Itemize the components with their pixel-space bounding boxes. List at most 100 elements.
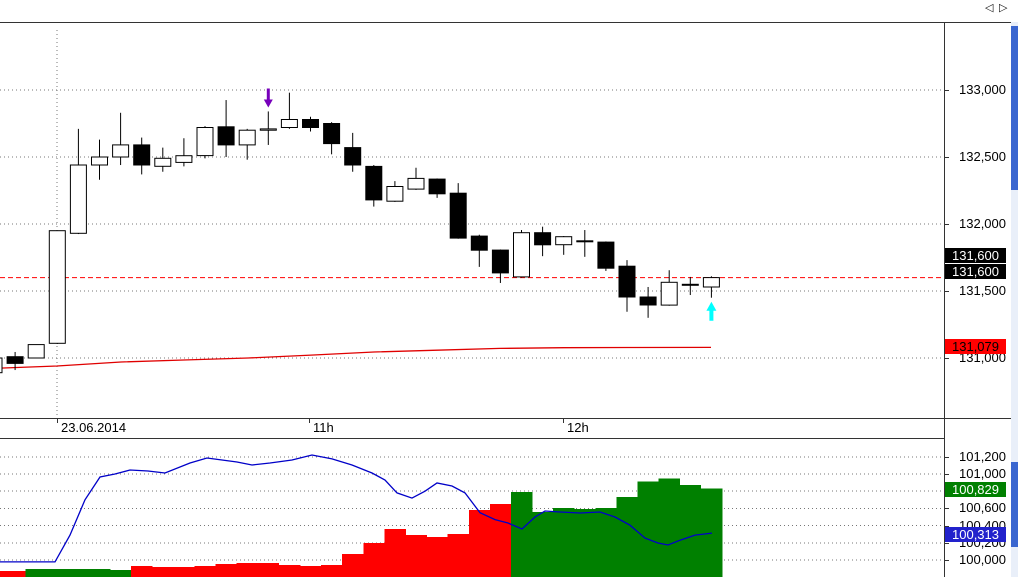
scroll-left-icon[interactable]: ◁ [985, 2, 994, 14]
indicator-bar [679, 485, 702, 577]
indicator-bar [489, 504, 512, 577]
time-axis-tick [563, 418, 564, 423]
time-axis-label: 23.06.2014 [61, 420, 127, 435]
candle-body [470, 235, 488, 251]
candle-body [196, 127, 214, 157]
indicator-pane[interactable] [0, 439, 944, 577]
indicator-bar [215, 564, 237, 577]
indicator-bar [173, 567, 195, 577]
candle-body [323, 123, 341, 145]
indicator-bar [0, 571, 5, 577]
candle-body [428, 178, 446, 195]
indicator-bar [363, 543, 385, 577]
indicator-value-box: 100,829 [945, 481, 1006, 497]
indicator-bar [67, 569, 90, 577]
price-axis-tick [944, 358, 949, 359]
indicator-bar [46, 569, 69, 577]
indicator-bar [658, 478, 681, 577]
candle-body [702, 277, 720, 288]
indicator-axis-tick [944, 560, 949, 561]
price-value-box: 131,600 [945, 247, 1006, 263]
price-axis-label: 132,000 [959, 216, 1006, 231]
candle-body [302, 119, 319, 128]
candle-body [555, 236, 573, 246]
candle-body [133, 144, 151, 166]
indicator-bar [637, 481, 659, 577]
candle-body [534, 232, 552, 246]
candle-body [449, 192, 467, 239]
price-axis-label: 132,500 [959, 149, 1006, 164]
candle-body [597, 241, 615, 269]
top-border-line [0, 22, 1012, 23]
candle-body [217, 126, 235, 146]
candle-body [513, 232, 530, 278]
candle-body [154, 157, 172, 167]
price-axis-tick [944, 291, 949, 292]
candle-body [48, 230, 66, 344]
candle-body [344, 147, 362, 166]
price-axis-label: 133,000 [959, 82, 1006, 97]
indicator-bar [321, 565, 343, 577]
indicator-axis-tick [944, 474, 949, 475]
indicator-bar [194, 566, 216, 577]
candle-body [660, 281, 678, 306]
indicator-bar [447, 534, 470, 577]
indicator-bar [426, 537, 448, 577]
price-axis-tick [944, 224, 949, 225]
indicator-bar [532, 512, 554, 577]
candle-body [27, 344, 45, 359]
indicator-bar [616, 497, 638, 577]
price-axis-tick [944, 90, 949, 91]
indicator-bar [89, 569, 111, 577]
indicator-axis-label: 100,600 [959, 500, 1006, 516]
candle-body [69, 164, 87, 234]
time-axis-label: 11h [313, 420, 334, 435]
indicator-bar [405, 535, 427, 577]
indicator-bar [110, 570, 132, 577]
indicator-bar [595, 508, 617, 577]
indicator-axis-label: 101,000 [959, 466, 1006, 481]
indicator-bar [4, 571, 26, 577]
time-axis-label: 12h [567, 420, 589, 435]
indicator-bar [278, 565, 301, 577]
indicator-bar [236, 563, 259, 577]
candle-body [6, 356, 24, 364]
candle-body [112, 144, 130, 158]
buy-arrow-icon [706, 301, 717, 321]
indicator-bar [257, 563, 280, 577]
vertical-scrollbar[interactable] [1011, 22, 1018, 577]
indicator-bar [299, 566, 322, 577]
indicator-bar [152, 567, 174, 577]
indicator-bar [553, 508, 575, 577]
candle-body [91, 156, 108, 166]
indicator-bar [131, 566, 153, 577]
time-axis-tick [57, 418, 58, 423]
candle-body [386, 186, 404, 202]
price-value-box: 131,600 [945, 263, 1006, 279]
scrollbar-thumb-indicator-pane[interactable] [1011, 462, 1018, 547]
price-axis-line [944, 22, 945, 577]
indicator-bar [574, 509, 596, 577]
indicator-axis-tick [944, 525, 949, 527]
candle-body [681, 283, 699, 286]
candle-body [365, 165, 383, 201]
candle-body [175, 155, 193, 163]
indicator-axis-tick [944, 456, 949, 458]
candle-body [618, 265, 636, 298]
time-axis-top-line [0, 418, 1012, 419]
scroll-right-icon[interactable]: ▷ [999, 2, 1008, 14]
sell-arrow-icon [263, 88, 273, 108]
indicator-line [0, 454, 713, 563]
indicator-value-box: 100,313 [945, 526, 1006, 542]
price-chart-pane[interactable] [0, 22, 944, 418]
candle-body [407, 177, 425, 190]
moving-average-line [0, 346, 712, 369]
indicator-bar [384, 529, 406, 577]
time-axis-bottom-line [0, 438, 944, 439]
candle-body [491, 249, 509, 274]
indicator-axis-tick [944, 542, 949, 544]
indicator-bar [342, 554, 364, 577]
candle-body [238, 129, 256, 146]
scrollbar-thumb-price-pane[interactable] [1011, 26, 1018, 190]
